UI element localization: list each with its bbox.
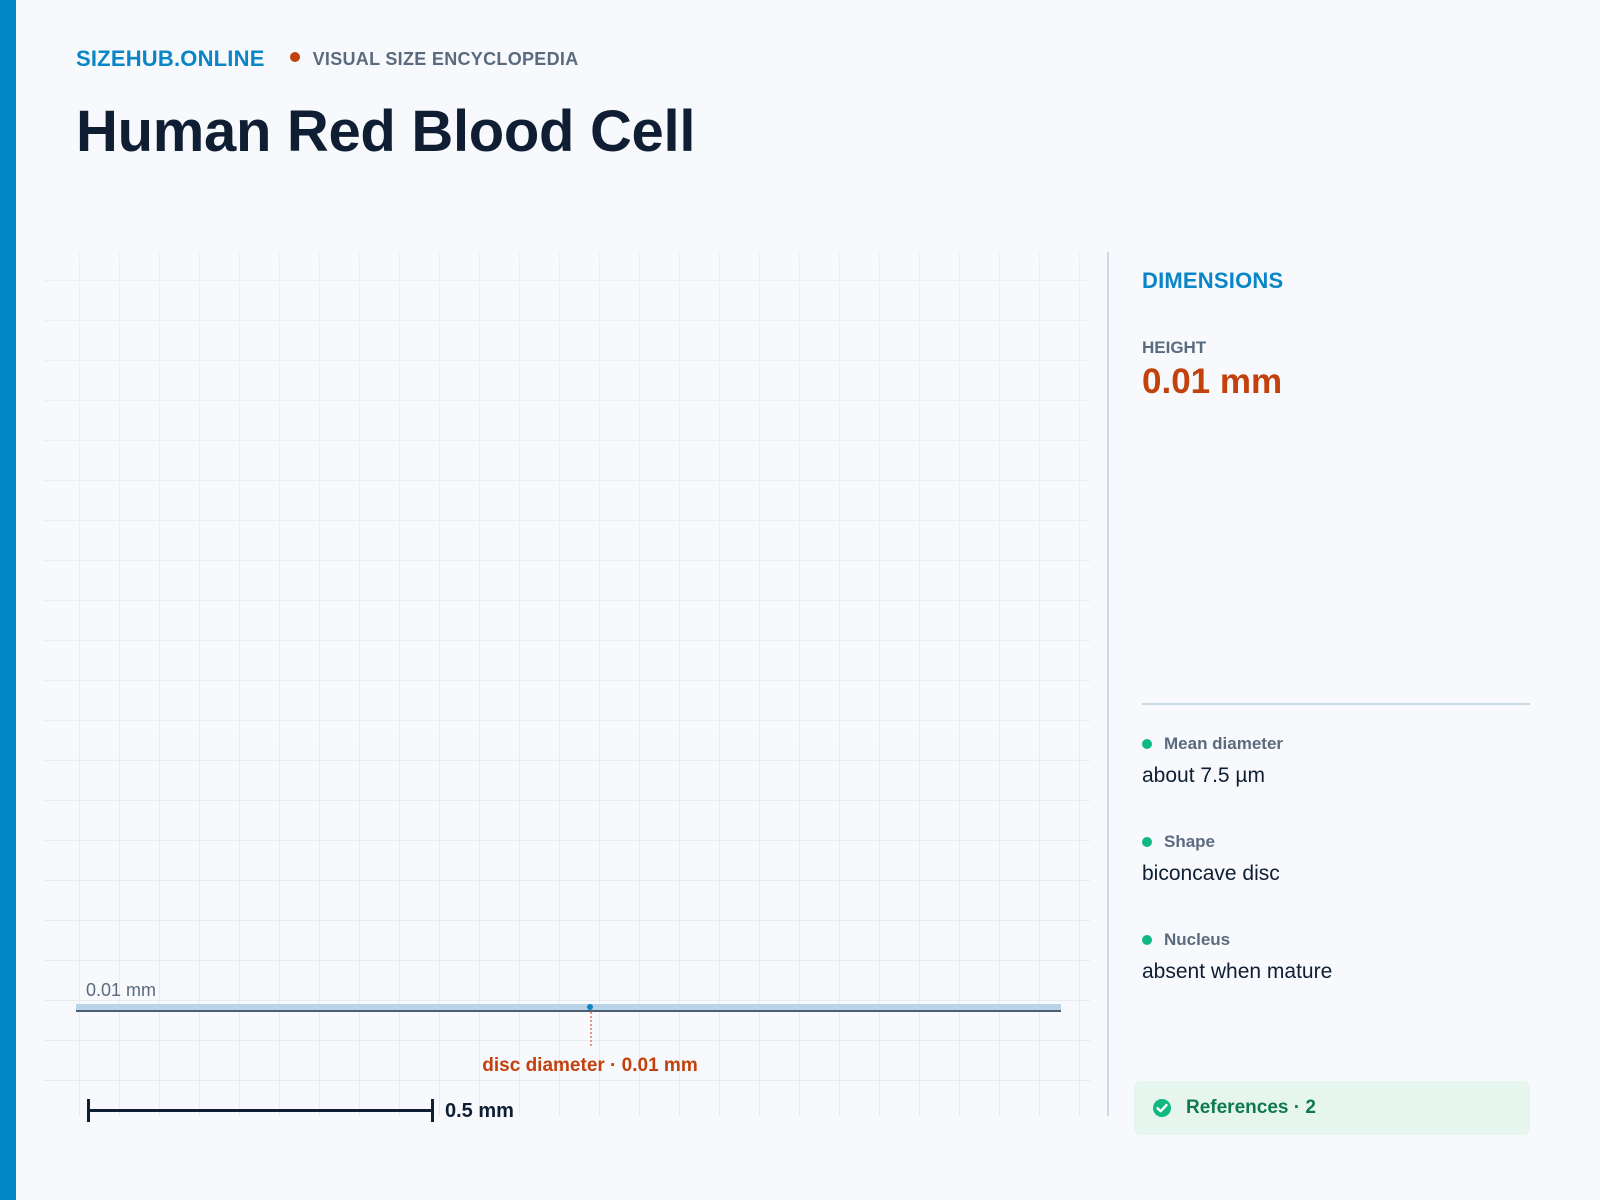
diameter-label: disc diameter · 0.01 mm <box>482 1055 698 1076</box>
size-visualization-grid <box>44 252 1090 1116</box>
fact-nucleus: Nucleus absent when mature <box>1142 930 1530 984</box>
accent-bar <box>0 0 16 1200</box>
fact-shape: Shape biconcave disc <box>1142 832 1530 886</box>
fact-label: Nucleus <box>1164 930 1231 949</box>
scale-bar <box>87 1099 434 1123</box>
fact-value: about 7.5 µm <box>1142 764 1266 787</box>
fact-label: Mean diameter <box>1164 734 1284 753</box>
dimensions-heading: DIMENSIONS <box>1142 268 1284 293</box>
fact-label: Shape <box>1164 832 1216 851</box>
height-label: HEIGHT <box>1142 338 1207 357</box>
scale-bar-tick-left <box>87 1099 90 1122</box>
sidebar-divider <box>1107 252 1109 1116</box>
scale-bar-label: 0.5 mm <box>445 1100 514 1122</box>
references-label: References · 2 <box>1186 1097 1316 1118</box>
scale-bar-line <box>87 1109 434 1112</box>
dot-icon <box>1142 935 1152 945</box>
fact-mean-diameter: Mean diameter about 7.5 µm <box>1142 734 1530 788</box>
object-silhouette-bar <box>76 1004 1061 1012</box>
header-separator-dot <box>289 52 300 62</box>
fact-value: absent when mature <box>1142 960 1333 983</box>
check-circle-icon <box>1153 1099 1171 1117</box>
center-marker <box>587 1004 593 1010</box>
references-button[interactable]: References · 2 <box>1134 1081 1530 1135</box>
site-name-link[interactable]: SIZEHUB.ONLINE <box>76 46 265 71</box>
scale-bar-tick-right <box>431 1099 434 1122</box>
object-height-label: 0.01 mm <box>86 980 157 1000</box>
dot-icon <box>1142 739 1152 749</box>
facts-divider <box>1142 703 1530 705</box>
page-title: Human Red Blood Cell <box>76 99 696 164</box>
fact-value: biconcave disc <box>1142 862 1280 885</box>
dot-icon <box>1142 837 1152 847</box>
center-dotted-line <box>590 1012 592 1046</box>
site-tagline: VISUAL SIZE ENCYCLOPEDIA <box>312 48 579 69</box>
grid-fade <box>44 252 1090 1116</box>
height-value: 0.01 mm <box>1142 362 1283 401</box>
site-header: SIZEHUB.ONLINE VISUAL SIZE ENCYCLOPEDIA <box>76 46 579 72</box>
